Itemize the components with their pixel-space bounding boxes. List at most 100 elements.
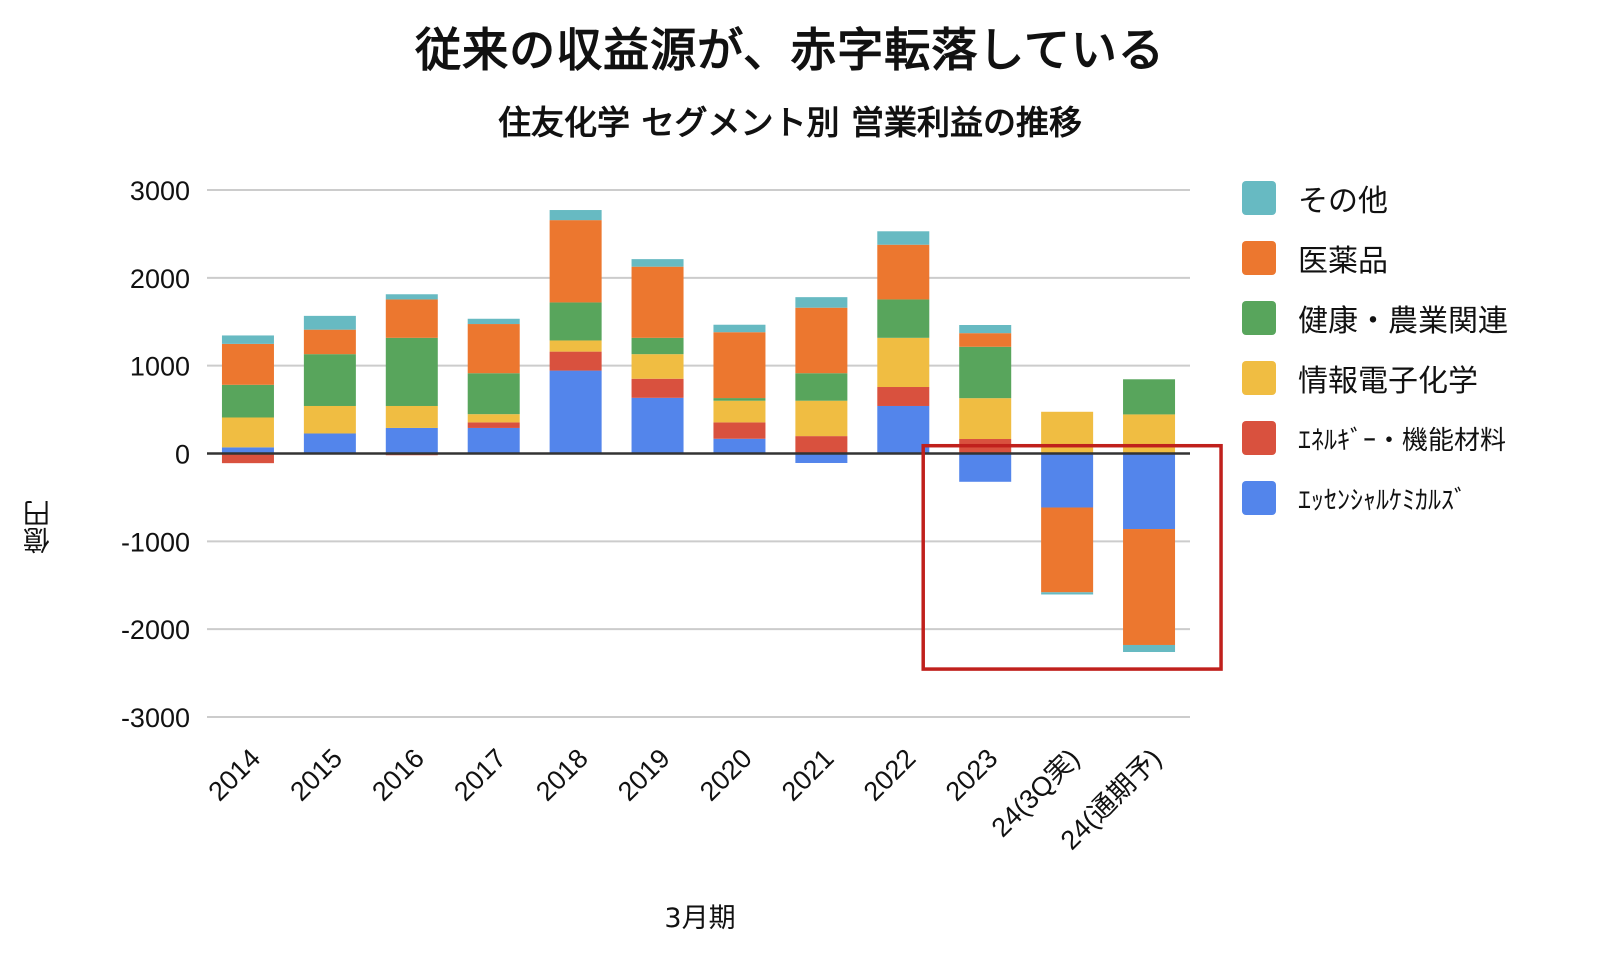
- bar-segment: [221, 417, 274, 448]
- bar-segment: [631, 337, 684, 355]
- bar-segment: [303, 354, 356, 406]
- bar-segment: [713, 332, 766, 399]
- bar-segment: [959, 398, 1012, 440]
- x-tick-label: 2023: [940, 743, 1004, 807]
- bar-segment: [1123, 529, 1176, 645]
- bar-segment: [467, 324, 520, 374]
- legend-label: その他: [1298, 184, 1388, 219]
- legend-swatch: [1242, 241, 1276, 275]
- legend-item-other: その他: [1242, 168, 1508, 228]
- legend-swatch: [1242, 481, 1276, 515]
- bar-segment: [713, 324, 766, 333]
- bar-segment: [385, 427, 438, 454]
- y-tick-label: 2000: [130, 264, 190, 294]
- bar-segment: [959, 346, 1012, 399]
- legend: その他 医薬品 健康・農業関連 情報電子化学 ｴﾈﾙｷﾞｰ・機能材料 ｴｯｾﾝｼ…: [1242, 168, 1508, 528]
- bar-segment: [467, 427, 520, 454]
- bar-segment: [385, 337, 438, 406]
- bar-segment: [549, 302, 602, 341]
- bar-segment: [385, 299, 438, 338]
- bar-segment: [221, 453, 274, 464]
- x-tick-label: 2016: [366, 743, 430, 807]
- legend-label: ｴﾈﾙｷﾞｰ・機能材料: [1298, 425, 1507, 456]
- bar-segment: [549, 370, 602, 454]
- x-tick-label: 2014: [203, 743, 267, 807]
- bar-segment: [221, 335, 274, 344]
- legend-label: 情報電子化学: [1298, 364, 1478, 399]
- bar-segment: [795, 373, 848, 401]
- y-tick-label: 3000: [130, 176, 190, 206]
- y-tick-label: 1000: [130, 352, 190, 382]
- y-tick-label: 0: [175, 440, 190, 470]
- bar-segment: [303, 433, 356, 454]
- bar-segment: [959, 324, 1012, 334]
- chart-subtitle: 住友化学 セグメント別 営業利益の推移: [498, 103, 1082, 142]
- chart-title: 従来の収益源が、赤字転落している: [415, 23, 1165, 77]
- legend-item-ict: 情報電子化学: [1242, 348, 1508, 408]
- bar-segment: [1123, 453, 1176, 530]
- bar-segment: [959, 453, 1012, 482]
- y-tick-label: -3000: [121, 703, 190, 733]
- bar-segment: [795, 453, 848, 463]
- x-tick-label: 2015: [284, 743, 348, 807]
- legend-label: 医薬品: [1298, 244, 1388, 279]
- bar-segment: [1123, 379, 1176, 415]
- bar-segment: [221, 343, 274, 385]
- legend-swatch: [1242, 421, 1276, 455]
- x-tick-label: 2017: [448, 743, 512, 807]
- bar-segment: [631, 259, 684, 267]
- y-axis-label: 億円: [24, 500, 55, 554]
- legend-item-energy: ｴﾈﾙｷﾞｰ・機能材料: [1242, 408, 1508, 468]
- x-tick-label: 2019: [612, 743, 676, 807]
- bar-segment: [877, 299, 930, 338]
- bar-segment: [631, 354, 684, 379]
- bar-segment: [1041, 453, 1094, 508]
- bar-segment: [467, 414, 520, 423]
- bar-segment: [795, 400, 848, 437]
- y-tick-label: -1000: [121, 527, 190, 557]
- legend-item-health-agri: 健康・農業関連: [1242, 288, 1508, 348]
- bar-segment: [549, 340, 602, 352]
- bar-segment: [713, 400, 766, 423]
- bar-segment: [795, 307, 848, 374]
- x-tick-label: 2020: [694, 743, 758, 807]
- bar-segment: [631, 266, 684, 338]
- bar-segment: [877, 231, 930, 245]
- bar-segment: [1123, 644, 1176, 653]
- bar-segment: [467, 373, 520, 415]
- bar-segment: [303, 315, 356, 330]
- bar-segment: [549, 210, 602, 221]
- x-tick-label: 2018: [530, 743, 594, 807]
- x-tick-label: 2021: [776, 743, 840, 807]
- bar-segment: [795, 297, 848, 308]
- bar-segment: [877, 244, 930, 300]
- legend-swatch: [1242, 181, 1276, 215]
- legend-swatch: [1242, 361, 1276, 395]
- bar-segment: [713, 398, 766, 401]
- bar-segment: [713, 438, 766, 454]
- bar-segment: [221, 384, 274, 418]
- x-tick-label: 2022: [858, 743, 922, 807]
- bar-segment: [631, 378, 684, 398]
- bar-segment: [877, 405, 930, 454]
- bar-segment: [303, 329, 356, 355]
- bar-segment: [877, 387, 930, 406]
- legend-label: ｴｯｾﾝｼｬﾙｹﾐｶﾙｽﾞ: [1298, 485, 1468, 516]
- bar-segment: [385, 405, 438, 428]
- bar-segment: [385, 294, 438, 300]
- bar-segment: [959, 333, 1012, 347]
- legend-swatch: [1242, 301, 1276, 335]
- legend-item-pharma: 医薬品: [1242, 228, 1508, 288]
- bar-segment: [795, 436, 848, 454]
- bar-segment: [1123, 414, 1176, 454]
- legend-label: 健康・農業関連: [1298, 304, 1508, 339]
- bar-segment: [467, 318, 520, 325]
- y-tick-label: -2000: [121, 615, 190, 645]
- bar-segment: [877, 337, 930, 388]
- bar-segment: [1041, 507, 1094, 593]
- x-axis-label: 3月期: [664, 903, 736, 934]
- bar-segment: [713, 422, 766, 439]
- legend-item-essential: ｴｯｾﾝｼｬﾙｹﾐｶﾙｽﾞ: [1242, 468, 1508, 528]
- bar-segment: [221, 447, 274, 454]
